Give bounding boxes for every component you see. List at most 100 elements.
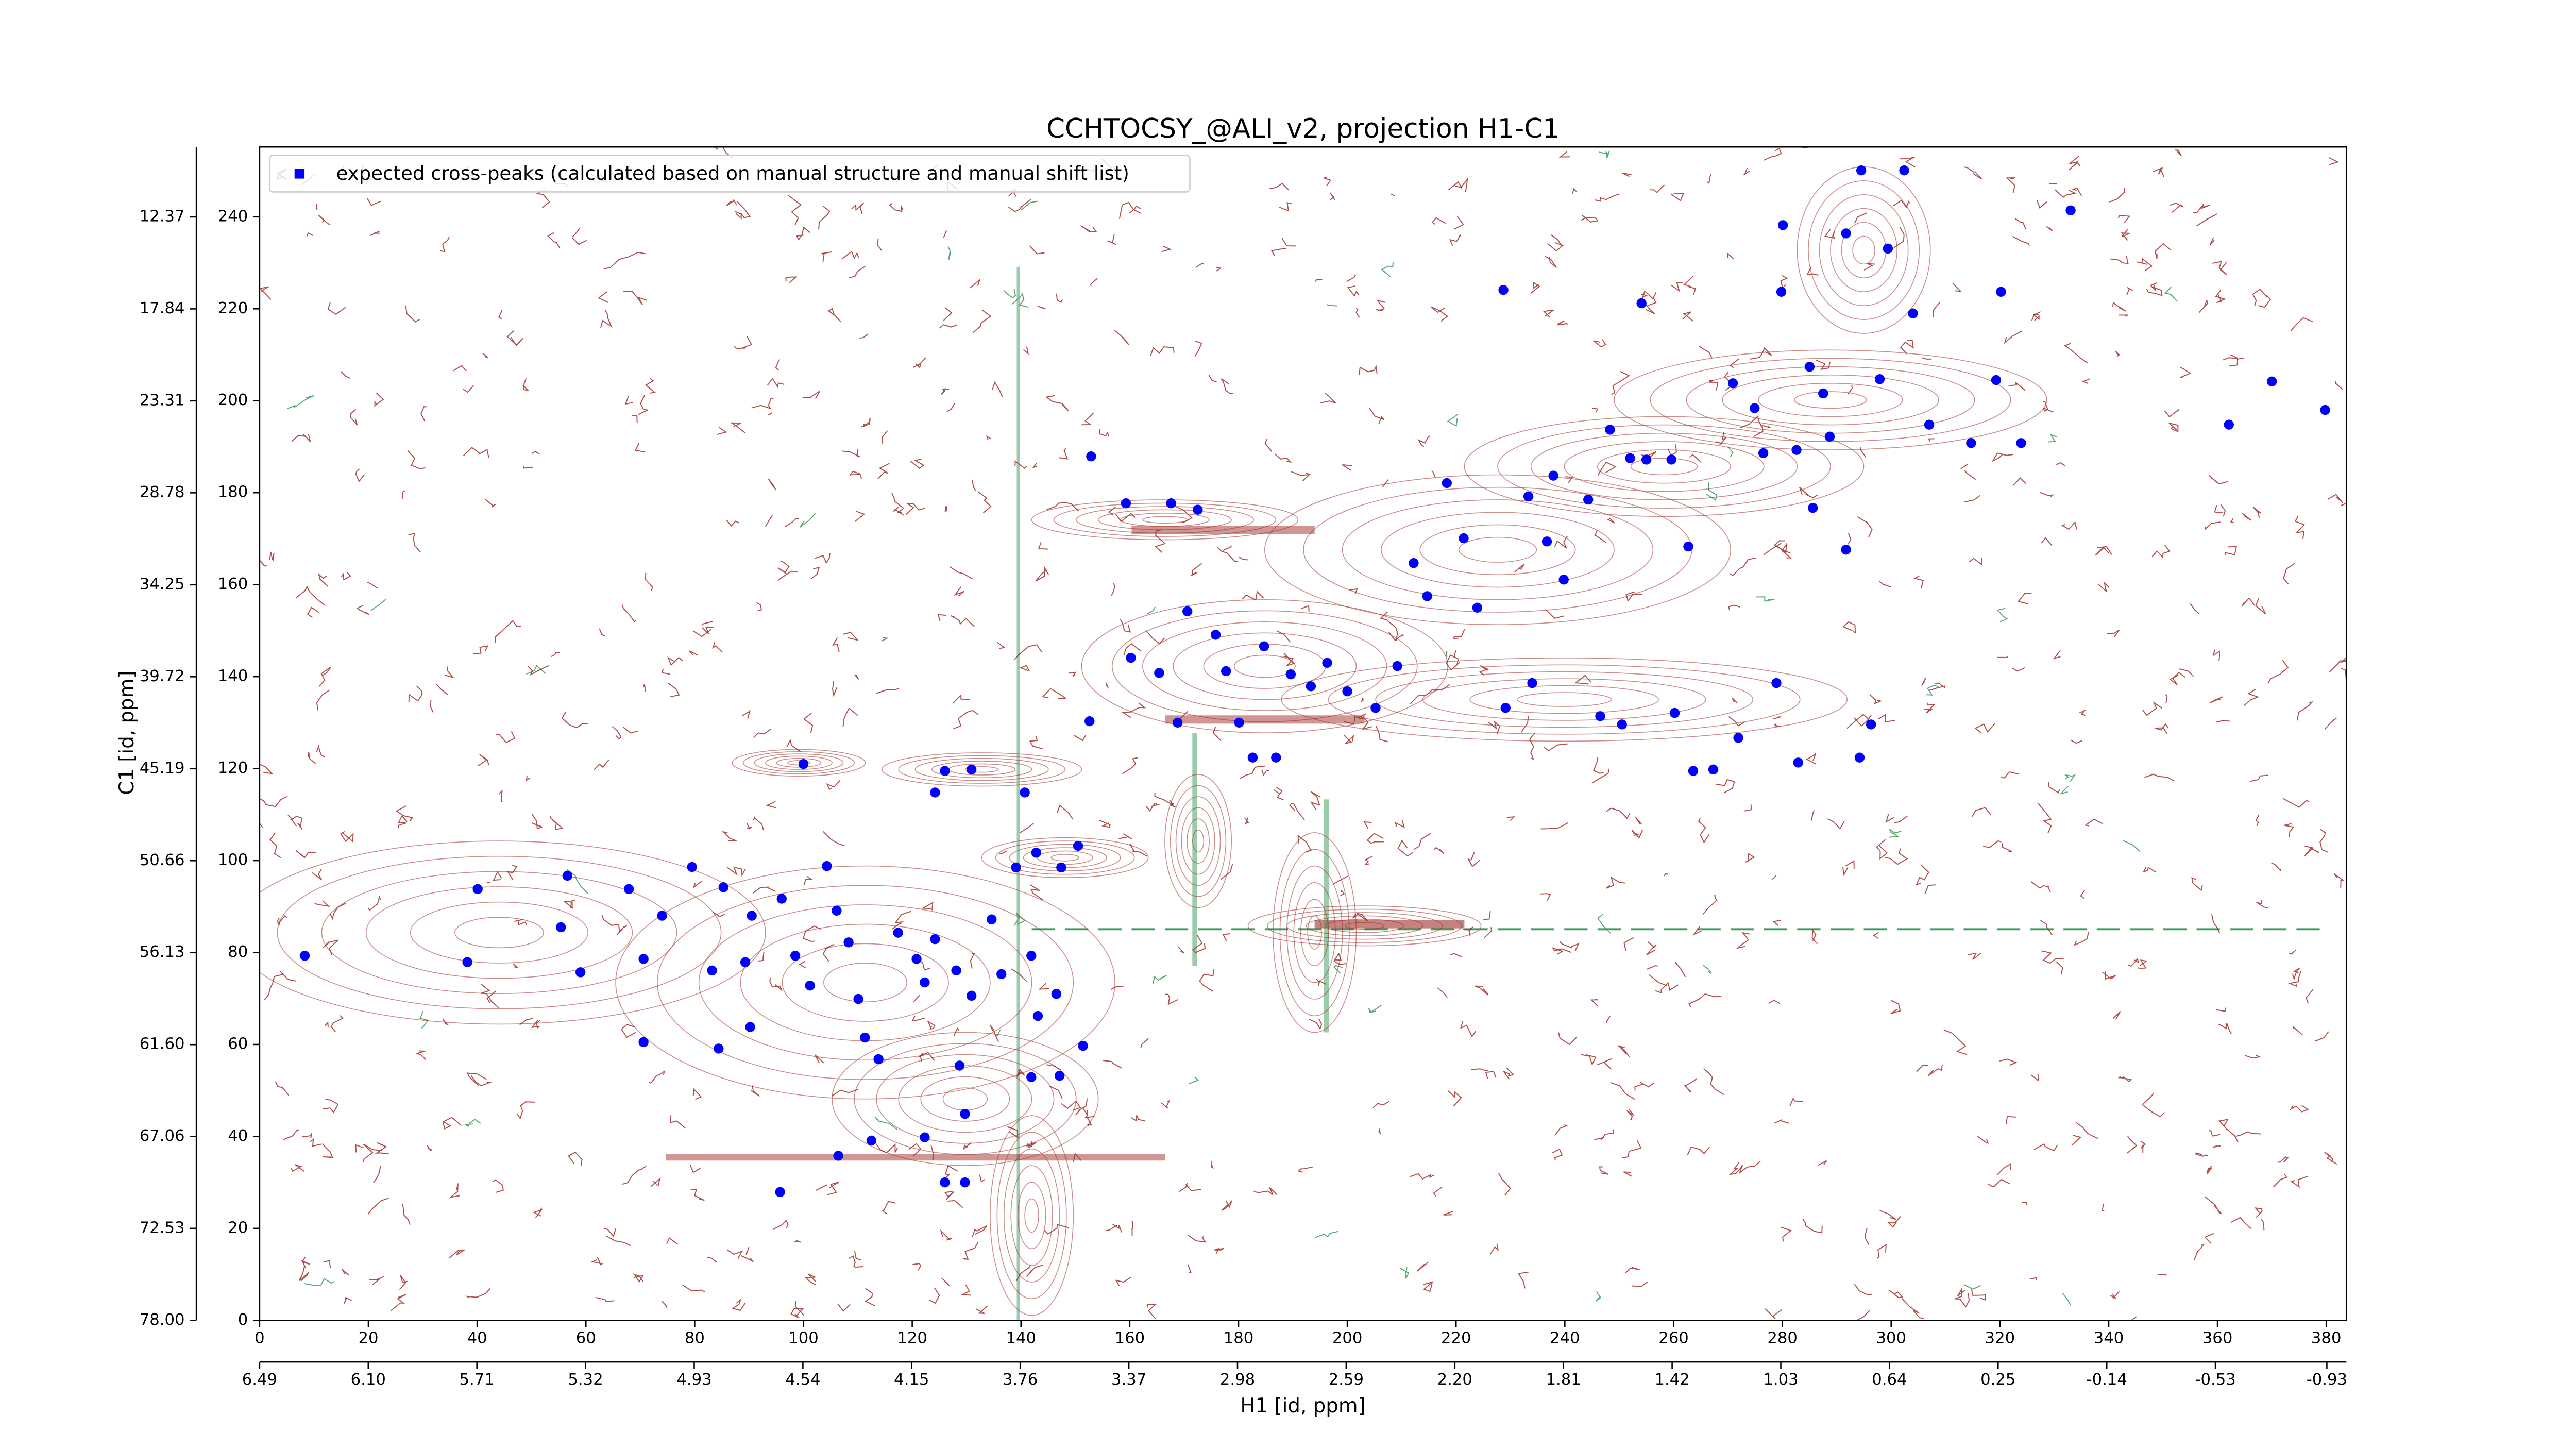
noise-contour <box>1552 947 1572 955</box>
noise-contour <box>318 572 329 587</box>
noise-contour <box>1363 821 1372 829</box>
noise-contour <box>2102 971 2116 980</box>
noise-contour <box>842 707 858 727</box>
noise-contour <box>765 515 773 527</box>
peak-contour <box>1181 807 1215 875</box>
noise-contour <box>1540 893 1551 901</box>
cross-peak <box>798 759 809 769</box>
noise-contour <box>2198 300 2208 313</box>
noise-contour <box>1129 205 1141 214</box>
cross-peak <box>1708 764 1719 775</box>
noise-contour <box>408 685 422 702</box>
cross-peak <box>940 1177 950 1188</box>
noise-contour <box>707 1256 718 1263</box>
noise-contour <box>1605 1016 1611 1023</box>
noise-contour <box>1244 817 1249 824</box>
noise-contour <box>1869 694 1883 705</box>
noise-contour <box>1359 717 1372 730</box>
noise-contour <box>2333 873 2345 888</box>
cross-peak <box>1078 1040 1088 1051</box>
noise-contour <box>786 738 801 752</box>
noise-contour <box>947 246 952 260</box>
noise-contour <box>513 963 518 969</box>
noise-contour <box>823 831 845 847</box>
peak-contour <box>365 886 633 979</box>
cross-peak <box>1285 669 1296 680</box>
noise-contour <box>1740 415 1762 428</box>
noise-contour <box>498 309 503 319</box>
noise-contour <box>753 816 764 831</box>
noise-contour <box>943 230 947 238</box>
x-tick-label: 200 <box>1332 1329 1363 1347</box>
noise-contour <box>2212 649 2221 661</box>
noise-contour <box>802 391 820 399</box>
noise-contour <box>415 1050 427 1060</box>
noise-contour <box>2097 581 2110 593</box>
noise-contour <box>753 728 772 738</box>
noise-contour <box>625 395 633 405</box>
noise-contour <box>1894 815 1908 823</box>
noise-contour <box>1926 685 1939 696</box>
noise-contour <box>2001 771 2020 779</box>
noise-contour <box>2071 1135 2082 1146</box>
noise-contour <box>1702 895 1718 915</box>
peak-contour <box>259 840 766 1025</box>
noise-contour <box>820 251 832 262</box>
noise-contour <box>1863 263 1875 271</box>
noise-contour <box>2255 598 2266 615</box>
noise-contour <box>2190 603 2200 615</box>
cross-peak <box>1234 717 1244 728</box>
noise-contour <box>1281 238 1296 247</box>
cross-peak <box>718 882 729 892</box>
noise-contour <box>953 586 965 597</box>
y2-tick-label: 61.60 <box>140 1035 185 1053</box>
noise-contour <box>1082 1107 1089 1116</box>
noise-contour <box>1327 304 1338 307</box>
noise-contour <box>751 1085 760 1097</box>
noise-contour <box>2208 475 2229 485</box>
noise-contour <box>572 227 581 238</box>
noise-contour <box>321 1143 334 1158</box>
cross-peak <box>1727 378 1738 389</box>
noise-contour <box>918 1052 935 1062</box>
noise-contour <box>1483 911 1491 920</box>
cross-peak <box>776 894 787 904</box>
noise-contour <box>768 412 773 416</box>
noise-contour <box>531 814 543 830</box>
noise-contour <box>2244 1054 2262 1059</box>
cross-peak <box>1908 308 1918 318</box>
peak-contour <box>1031 499 1299 541</box>
noise-contour <box>1590 999 1598 1007</box>
cross-peak <box>1548 470 1558 481</box>
noise-contour <box>734 336 753 349</box>
noise-contour <box>1211 1160 1214 1169</box>
peak-contour <box>882 752 1082 787</box>
peak-contour <box>1381 512 1615 588</box>
noise-contour <box>1460 1020 1476 1038</box>
peak-contour <box>776 757 822 768</box>
noise-contour <box>912 1263 921 1271</box>
cross-peak <box>1392 661 1402 671</box>
noise-contour <box>1343 734 1354 745</box>
noise-contour <box>312 868 323 881</box>
noise-contour <box>874 1116 898 1131</box>
noise-contour <box>1479 665 1489 676</box>
noise-contour <box>1320 393 1336 404</box>
noise-contour <box>662 669 670 675</box>
noise-contour <box>477 754 489 767</box>
noise-contour <box>1344 713 1366 725</box>
y-tick-label: 240 <box>218 207 248 225</box>
noise-contour <box>2254 1207 2263 1218</box>
peak-contour <box>1797 166 1931 334</box>
x-axis-label: H1 [id, ppm] <box>1240 1394 1365 1418</box>
noise-contour <box>999 850 1008 854</box>
peak-contour <box>823 963 908 1003</box>
noise-contour <box>726 519 739 527</box>
noise-contour <box>2230 1217 2251 1229</box>
noise-contour <box>259 430 260 434</box>
noise-contour <box>1933 301 1941 317</box>
noise-contour <box>775 359 781 371</box>
noise-contour <box>1276 787 1283 795</box>
noise-contour <box>1703 1068 1725 1096</box>
noise-contour <box>471 1075 492 1086</box>
